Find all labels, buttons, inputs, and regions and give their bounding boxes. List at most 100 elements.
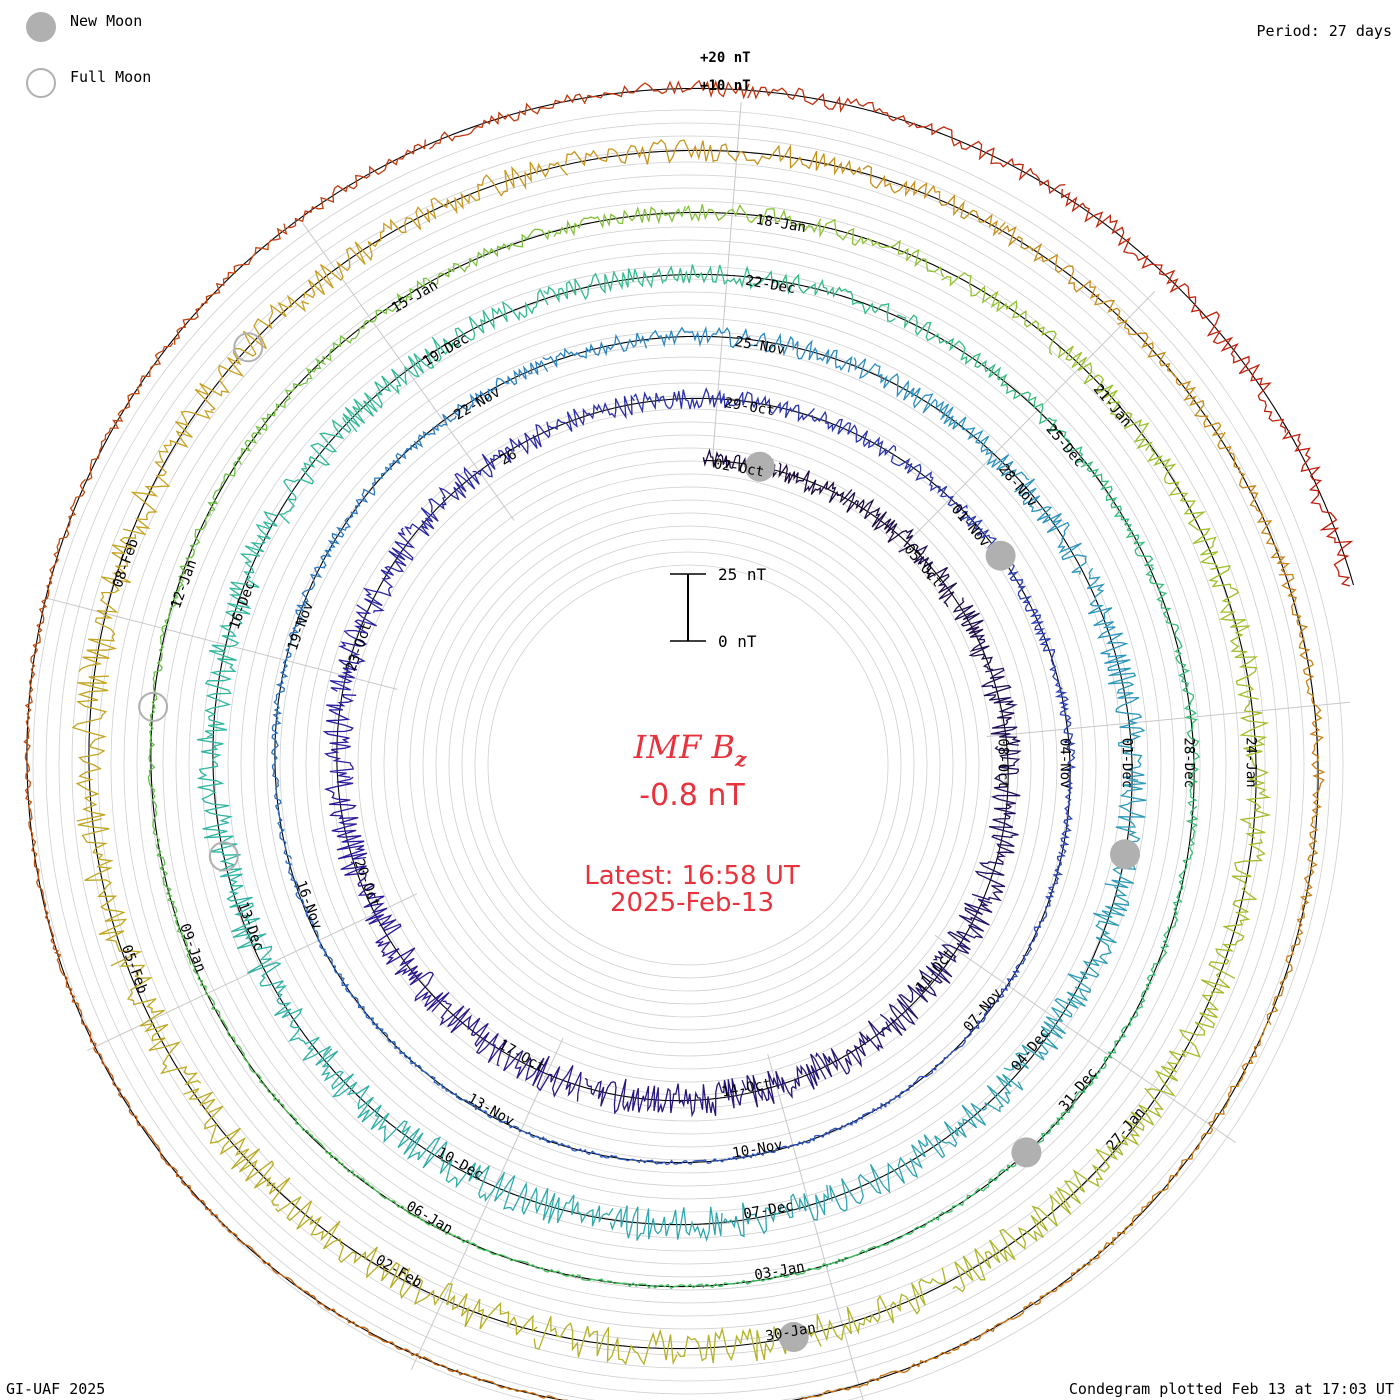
trace-segment bbox=[736, 1131, 831, 1160]
trace-segment bbox=[811, 410, 897, 458]
trace-segment bbox=[323, 776, 368, 861]
trace-segment bbox=[247, 958, 331, 1061]
trace-segment bbox=[1281, 430, 1354, 587]
trace-segment bbox=[952, 597, 994, 671]
trace-segment bbox=[329, 604, 378, 692]
trace-segment bbox=[1146, 446, 1219, 567]
trace-segment bbox=[275, 1196, 406, 1289]
grid-circle bbox=[331, 408, 1045, 1122]
trace-segment bbox=[1307, 722, 1326, 876]
grid-circle bbox=[383, 460, 993, 1070]
trace-segment bbox=[748, 332, 853, 373]
radial-spoke bbox=[898, 291, 1156, 552]
full-moon-marker bbox=[208, 841, 239, 872]
trace-segment bbox=[584, 79, 750, 103]
trace-segment bbox=[940, 406, 1030, 481]
date-label: 10-Nov bbox=[731, 1137, 784, 1162]
trace-segment bbox=[1191, 1022, 1268, 1159]
scale-labels: +20 nT +10 nT bbox=[700, 50, 751, 94]
grid-circle bbox=[214, 291, 1162, 1239]
trace-segment bbox=[1080, 461, 1154, 566]
date-label: 19-Dec bbox=[420, 331, 472, 370]
trace-segment bbox=[271, 760, 292, 860]
trace-segment bbox=[816, 1267, 947, 1342]
trace-segment bbox=[1104, 779, 1147, 889]
date-label: 07-Dec bbox=[742, 1198, 795, 1223]
new-moon-marker bbox=[778, 1322, 809, 1352]
grid-circle bbox=[253, 330, 1123, 1200]
trace-segment bbox=[204, 622, 240, 738]
trace-segment bbox=[1057, 345, 1153, 451]
trace-segment bbox=[224, 510, 278, 626]
date-label: 05-Feb bbox=[118, 943, 151, 996]
trace-segment bbox=[374, 413, 457, 479]
scale-ring-label: +20 nT bbox=[700, 50, 751, 66]
grid-circle bbox=[32, 109, 1344, 1400]
date-label: 20-Oct bbox=[351, 857, 384, 910]
trace-segment bbox=[427, 228, 554, 286]
trace-segment bbox=[684, 204, 822, 234]
grid-circle bbox=[396, 473, 980, 1057]
grid-rings bbox=[32, 109, 1344, 1400]
trace-segment bbox=[949, 1267, 1083, 1351]
new-moon-marker bbox=[1110, 839, 1140, 870]
trace-segment bbox=[258, 1074, 347, 1170]
trace-segment bbox=[320, 477, 376, 568]
legend-new-moon: New Moon bbox=[26, 12, 142, 42]
trace-segment bbox=[219, 852, 273, 962]
trace-segment bbox=[77, 818, 143, 967]
grid-circle bbox=[123, 200, 1253, 1330]
trace-segment bbox=[119, 959, 202, 1086]
trace-segment bbox=[315, 1048, 412, 1144]
trace-segment bbox=[639, 1155, 738, 1166]
grid-circle bbox=[58, 135, 1318, 1395]
scale-ring-label: +10 nT bbox=[700, 78, 751, 94]
date-label: 04-Nov bbox=[1057, 738, 1073, 789]
radial-spoke bbox=[44, 597, 398, 690]
latest-time: Latest: 16:58 UT bbox=[584, 861, 800, 891]
trace-segment bbox=[1060, 188, 1190, 298]
trace-segment bbox=[543, 267, 664, 304]
trace-segment bbox=[1014, 478, 1087, 575]
new-moon-marker bbox=[985, 540, 1016, 571]
trace-segment bbox=[270, 659, 289, 762]
trace-segment bbox=[285, 566, 326, 661]
radial-spoke bbox=[986, 701, 1351, 738]
trace-segment bbox=[23, 633, 41, 795]
trace-segment bbox=[377, 940, 450, 1013]
trace-segment bbox=[815, 1020, 893, 1078]
date-label: 01-Dec bbox=[1119, 738, 1135, 789]
trace-segment bbox=[431, 288, 549, 355]
radial-spoke bbox=[934, 934, 1236, 1143]
trace-segment bbox=[123, 1096, 222, 1223]
date-label: 13-Dec bbox=[234, 900, 267, 953]
grid-circle bbox=[188, 265, 1188, 1265]
grid-circle bbox=[435, 512, 941, 1018]
date-label: 16-Nov bbox=[292, 879, 325, 932]
trace-segment bbox=[323, 951, 384, 1034]
center-title-sub: z bbox=[734, 747, 747, 771]
trace-segment bbox=[346, 1317, 492, 1383]
trace-segment bbox=[426, 161, 569, 223]
date-label: 22-Nov bbox=[451, 384, 503, 423]
grid-circle bbox=[266, 343, 1110, 1187]
trace-segment bbox=[346, 1168, 456, 1237]
period-label: Period: 27 days bbox=[1256, 22, 1392, 40]
date-label: 31-Dec bbox=[1056, 1065, 1101, 1114]
date-label: 24-Jan bbox=[1243, 737, 1259, 788]
legend-full-moon: Full Moon bbox=[26, 68, 151, 98]
trace-segment bbox=[1171, 805, 1199, 929]
trace-segment bbox=[908, 122, 1066, 195]
trace-segment bbox=[741, 1053, 827, 1108]
trace-segment bbox=[801, 1351, 952, 1400]
trace-segment bbox=[472, 421, 551, 478]
moon-markers bbox=[138, 332, 1140, 1352]
grid-circle bbox=[409, 486, 967, 1044]
trace-segment bbox=[548, 394, 635, 432]
grid-circle bbox=[162, 239, 1214, 1291]
trace-segment bbox=[1278, 573, 1323, 724]
trace-segment bbox=[933, 898, 993, 964]
trace-segment bbox=[997, 373, 1086, 465]
trace-segment bbox=[303, 206, 430, 299]
trace-segment bbox=[1041, 1039, 1120, 1140]
